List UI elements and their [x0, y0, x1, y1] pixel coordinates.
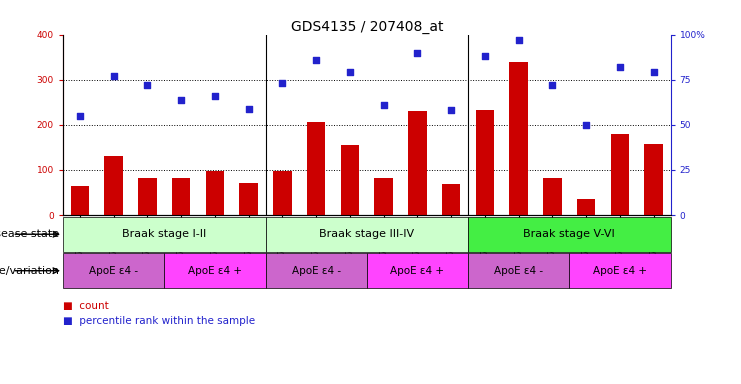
Bar [70, 186, 89, 215]
Point [445, 107, 457, 113]
Point [614, 64, 626, 70]
Bar [611, 134, 629, 215]
Text: disease state: disease state [0, 229, 59, 239]
Bar [543, 177, 562, 215]
Point [74, 113, 86, 119]
Bar [172, 178, 190, 215]
Bar [239, 182, 258, 215]
Point [411, 50, 423, 56]
Bar [63, 217, 265, 252]
Text: ApoE ε4 -: ApoE ε4 - [494, 266, 543, 276]
Bar [468, 253, 569, 288]
Text: Braak stage I-II: Braak stage I-II [122, 229, 207, 239]
Bar [265, 217, 468, 252]
Bar [165, 253, 265, 288]
Bar [307, 122, 325, 215]
Text: ApoE ε4 -: ApoE ε4 - [89, 266, 138, 276]
Bar [509, 62, 528, 215]
Point [175, 96, 187, 103]
Point [378, 102, 390, 108]
Point [276, 80, 288, 86]
Point [344, 70, 356, 76]
Bar [577, 199, 596, 215]
Text: ■  percentile rank within the sample: ■ percentile rank within the sample [63, 316, 255, 326]
Point [209, 93, 221, 99]
Bar [408, 111, 427, 215]
Point [580, 122, 592, 128]
Text: Braak stage V-VI: Braak stage V-VI [523, 229, 615, 239]
Point [243, 106, 255, 112]
Text: ApoE ε4 +: ApoE ε4 + [188, 266, 242, 276]
Point [107, 73, 119, 79]
Text: ApoE ε4 +: ApoE ε4 + [391, 266, 445, 276]
Point [547, 82, 559, 88]
Point [310, 57, 322, 63]
Bar [569, 253, 671, 288]
Point [648, 70, 659, 76]
Text: genotype/variation: genotype/variation [0, 266, 59, 276]
Bar [63, 253, 165, 288]
Text: ApoE ε4 +: ApoE ε4 + [593, 266, 647, 276]
Bar [442, 184, 460, 215]
Bar [138, 177, 156, 215]
Point [142, 82, 153, 88]
Point [513, 37, 525, 43]
Bar [645, 144, 663, 215]
Text: ■  count: ■ count [63, 301, 109, 311]
Text: ApoE ε4 -: ApoE ε4 - [292, 266, 341, 276]
Bar [476, 110, 494, 215]
Bar [205, 171, 225, 215]
Point [479, 53, 491, 59]
Bar [468, 217, 671, 252]
Bar [341, 145, 359, 215]
Title: GDS4135 / 207408_at: GDS4135 / 207408_at [290, 20, 443, 33]
Bar [367, 253, 468, 288]
Text: Braak stage III-IV: Braak stage III-IV [319, 229, 414, 239]
Bar [374, 177, 393, 215]
Bar [104, 156, 123, 215]
Bar [273, 171, 292, 215]
Bar [265, 253, 367, 288]
